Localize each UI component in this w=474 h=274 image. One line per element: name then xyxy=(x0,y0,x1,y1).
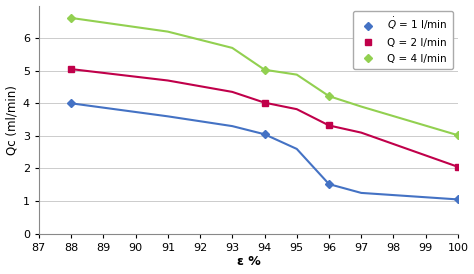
Line: $\dot{Q}$ = 1 l/min: $\dot{Q}$ = 1 l/min xyxy=(68,101,461,202)
Q = 2 l/min xyxy=(262,101,267,104)
Q = 4 l/min xyxy=(455,134,461,137)
$\dot{Q}$ = 1 l/min xyxy=(455,198,461,201)
Q = 4 l/min xyxy=(326,95,332,98)
Line: Q = 2 l/min: Q = 2 l/min xyxy=(68,66,461,170)
Y-axis label: Qc (ml/min): Qc (ml/min) xyxy=(6,85,18,155)
X-axis label: ε %: ε % xyxy=(237,255,260,269)
$\dot{Q}$ = 1 l/min xyxy=(262,133,267,136)
$\dot{Q}$ = 1 l/min xyxy=(326,182,332,186)
$\dot{Q}$ = 1 l/min xyxy=(68,102,74,105)
Q = 4 l/min xyxy=(68,16,74,19)
Q = 2 l/min xyxy=(326,124,332,127)
Q = 4 l/min xyxy=(262,68,267,72)
Q = 2 l/min xyxy=(455,165,461,169)
Legend: $\dot{Q}$ = 1 l/min, Q = 2 l/min, Q = 4 l/min: $\dot{Q}$ = 1 l/min, Q = 2 l/min, Q = 4 … xyxy=(353,11,453,69)
Line: Q = 4 l/min: Q = 4 l/min xyxy=(68,15,461,138)
Q = 2 l/min xyxy=(68,67,74,71)
